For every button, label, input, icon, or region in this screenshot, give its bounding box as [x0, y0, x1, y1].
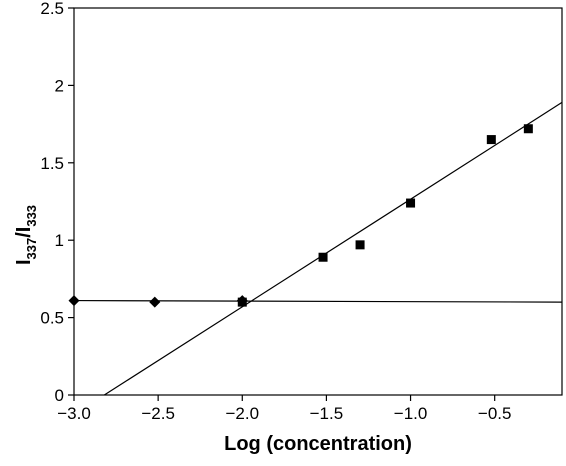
fit-line: [73, 299, 563, 303]
x-tick-label: −1.5: [310, 404, 344, 423]
y-tick-label: 2.5: [40, 0, 64, 18]
x-tick-label: −2.0: [225, 404, 259, 423]
y-axis-title: I337/I333: [13, 205, 39, 265]
y-axis: 0 0.5 1 1.5 2 2.5: [40, 0, 74, 405]
square-point: [237, 297, 247, 307]
y-tick-label: 0.5: [40, 309, 64, 328]
square-point: [523, 124, 533, 134]
x-axis: −3.0 −2.5 −2.0 −1.5 −1.0 −0.5: [57, 395, 511, 423]
data-markers: [68, 124, 533, 308]
x-tick-label: −2.5: [141, 404, 175, 423]
diamond-point: [149, 296, 161, 308]
y-tick-label: 1: [55, 231, 64, 250]
x-axis-title: Log (concentration): [224, 433, 412, 455]
x-tick-label: −3.0: [57, 404, 91, 423]
fit-lines: [73, 101, 563, 396]
square-point: [486, 135, 496, 145]
fit-line: [103, 101, 563, 396]
y-tick-label: 2: [55, 76, 64, 95]
y-tick-label: 0: [55, 386, 64, 405]
x-tick-label: −1.0: [394, 404, 428, 423]
plot-frame: [73, 7, 563, 396]
diamond-point: [68, 295, 80, 307]
plot-area: [73, 7, 563, 396]
x-tick-label: −0.5: [478, 404, 512, 423]
y-tick-label: 1.5: [40, 154, 64, 173]
square-point: [318, 252, 328, 262]
square-point: [406, 198, 416, 208]
square-point: [355, 240, 365, 250]
